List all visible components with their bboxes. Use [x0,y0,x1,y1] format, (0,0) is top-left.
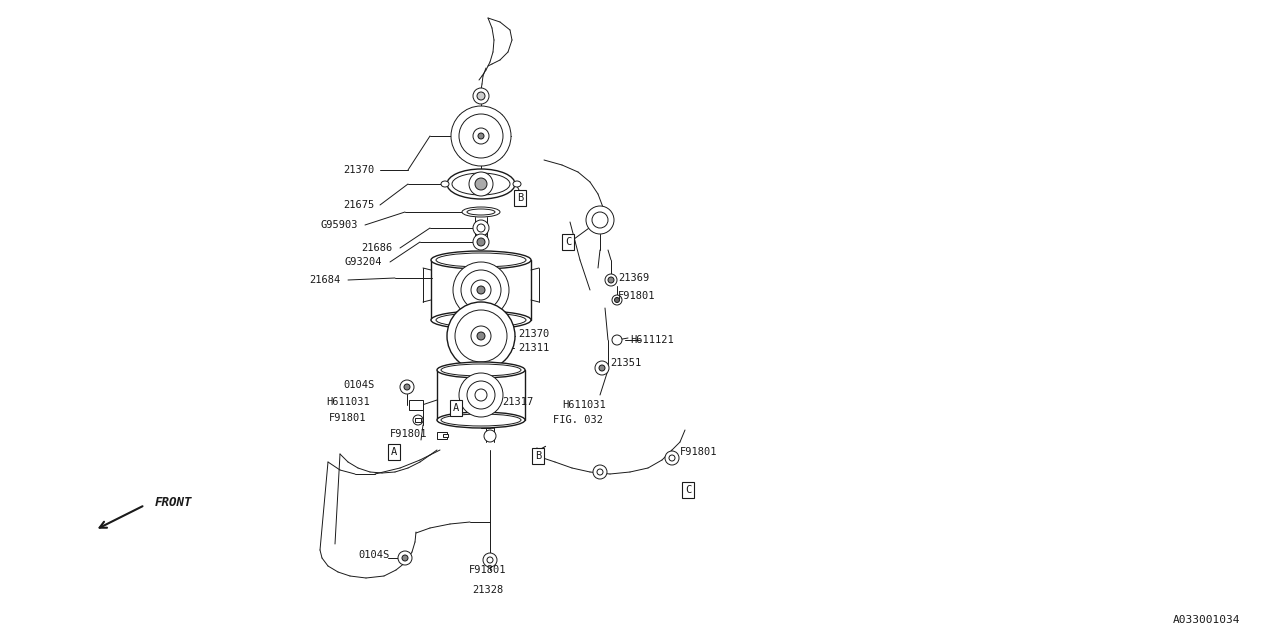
Ellipse shape [447,169,515,199]
Text: 21369: 21369 [618,273,649,283]
Ellipse shape [436,253,526,267]
Circle shape [474,220,489,236]
Circle shape [453,262,509,318]
Text: B: B [535,451,541,461]
Circle shape [460,373,503,417]
Circle shape [483,553,497,567]
Text: H611031: H611031 [562,400,605,410]
Circle shape [451,106,511,166]
Circle shape [612,335,622,345]
Ellipse shape [431,251,531,269]
Circle shape [612,295,622,305]
Text: 21684: 21684 [308,275,340,285]
Bar [436,432,447,439]
Text: C: C [685,485,691,495]
Text: F91801: F91801 [470,565,507,575]
Circle shape [475,389,486,401]
Text: FRONT: FRONT [155,495,192,509]
Circle shape [402,555,408,561]
Text: 21675: 21675 [343,200,374,210]
Text: F91801: F91801 [618,291,655,301]
Text: B: B [517,193,524,203]
Text: F91801: F91801 [680,447,718,457]
Ellipse shape [462,207,500,217]
Circle shape [467,381,495,409]
Circle shape [475,178,486,190]
Circle shape [593,465,607,479]
Circle shape [596,469,603,475]
Circle shape [669,455,675,461]
Circle shape [599,365,605,371]
Circle shape [477,133,484,139]
Text: 21370: 21370 [518,329,549,339]
Ellipse shape [442,414,521,426]
Circle shape [398,551,412,565]
Text: A: A [453,403,460,413]
Circle shape [474,234,489,250]
Text: F91801: F91801 [389,429,428,439]
Circle shape [605,274,617,286]
Ellipse shape [436,313,526,327]
Circle shape [477,332,485,340]
Circle shape [404,384,410,390]
Text: G93204: G93204 [344,257,381,267]
Circle shape [413,415,422,425]
Circle shape [486,557,493,563]
Text: FIG. 032: FIG. 032 [553,415,603,425]
Text: 21317: 21317 [502,397,534,407]
Text: 21351: 21351 [611,358,641,368]
Ellipse shape [431,311,531,329]
Circle shape [666,451,678,465]
Ellipse shape [436,412,525,428]
Text: C: C [564,237,571,247]
Circle shape [608,277,614,283]
Ellipse shape [442,364,521,376]
Ellipse shape [467,209,495,215]
Bar [410,400,422,410]
Circle shape [447,302,515,370]
Circle shape [468,172,493,196]
Circle shape [461,270,500,310]
Bar [443,434,448,437]
Ellipse shape [436,362,525,378]
Ellipse shape [442,181,449,187]
Text: 21686: 21686 [361,243,392,253]
Text: G95903: G95903 [320,220,358,230]
Ellipse shape [513,181,521,187]
Circle shape [399,380,413,394]
Circle shape [471,280,492,300]
Circle shape [586,206,614,234]
Circle shape [477,92,485,100]
Bar [415,418,421,422]
Circle shape [460,114,503,158]
Text: 0104S: 0104S [358,550,390,560]
Ellipse shape [452,173,509,195]
Text: A: A [390,447,397,457]
Circle shape [477,286,485,294]
Text: H611121: H611121 [630,335,673,345]
Text: A033001034: A033001034 [1172,615,1240,625]
Text: 21311: 21311 [518,343,549,353]
Circle shape [474,88,489,104]
Text: F91801: F91801 [329,413,366,423]
Circle shape [477,224,485,232]
Circle shape [474,128,489,144]
Circle shape [477,238,485,246]
Circle shape [614,298,620,303]
Circle shape [484,430,497,442]
Text: 21328: 21328 [472,585,503,595]
Text: H611031: H611031 [326,397,370,407]
Circle shape [454,310,507,362]
Text: 0104S: 0104S [344,380,375,390]
Circle shape [471,326,492,346]
Circle shape [591,212,608,228]
Circle shape [595,361,609,375]
Text: 21370: 21370 [343,165,374,175]
